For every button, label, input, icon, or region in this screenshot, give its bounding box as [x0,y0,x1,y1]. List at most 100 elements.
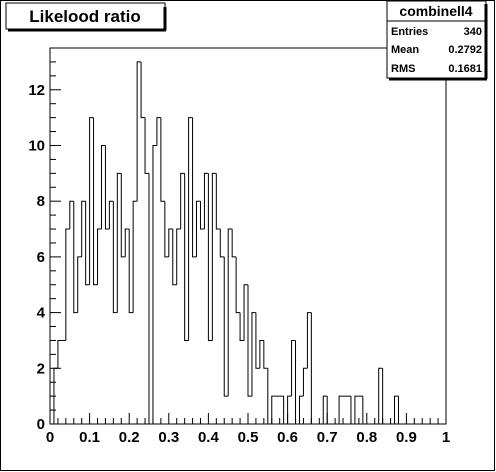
histogram-bin [69,200,74,230]
histogram-bin [397,396,403,425]
y-tick-label: 0 [37,416,45,433]
histogram-bin [215,173,221,230]
histogram-bin [382,368,387,425]
histogram-bin [243,284,248,341]
histogram-bin [136,61,142,202]
stats-value-rms: 0.1681 [448,63,482,75]
histogram-bin [322,395,328,424]
histogram-bin [192,117,197,258]
stats-box: combinell4 Entries 340 Mean 0.2792 RMS 0… [386,0,488,81]
x-tick-label: 0.4 [198,429,220,446]
histogram-bin [57,339,62,369]
y-tick-label: 12 [28,82,45,99]
histogram-bin [306,312,312,369]
histogram-bin [184,173,189,341]
stats-label-rms: RMS [391,63,415,75]
histogram-bin [203,172,209,230]
stats-name: combinell4 [399,3,472,19]
x-tick-label: 0 [46,429,54,446]
histogram-bin [97,228,102,285]
histogram-bin [255,312,260,369]
histogram-bin [156,117,161,146]
histogram-bin [65,228,70,341]
histogram-bin [168,228,173,257]
histogram-bin [259,339,264,369]
histogram-bin [211,172,217,341]
histogram-bin [362,396,367,425]
x-tick-label: 0.8 [356,429,377,446]
stats-label-entries: Entries [391,26,428,38]
y-axis: 0 2 4 6 8 10 12 [28,61,61,433]
chart-title: Likelood ratio [29,7,140,26]
x-tick-label: 0.3 [158,429,179,446]
histogram-bin [263,340,268,369]
histogram-bin [152,144,157,424]
x-tick-label: 0.6 [277,429,298,446]
histogram-bin [77,256,82,313]
stats-label-mean: Mean [391,44,419,56]
histogram-bin [93,117,98,286]
histogram-bin [164,201,169,258]
x-tick-label: 0.1 [79,429,100,446]
x-tick-label: 0.2 [119,429,140,446]
histogram-bin [140,61,146,119]
histogram-bin [132,200,138,313]
histogram-bin [116,172,122,313]
histogram-bin [287,395,292,424]
histogram-bin [207,173,213,341]
histogram-bin [128,229,134,314]
histogram-bin [196,200,201,257]
y-tick-label: 10 [28,137,45,154]
histogram-bin [251,312,256,397]
histogram-bin [160,117,165,202]
histogram-bin [271,395,276,424]
histogram-bin [108,200,114,230]
histogram-bin [223,256,229,397]
histogram-bin [148,173,153,425]
histogram-bin [310,312,316,425]
histogram-bin [239,312,245,341]
histogram-bin [283,396,288,425]
stats-value-mean: 0.2792 [448,44,482,56]
histogram-bin [73,201,78,314]
x-tick-label: 0.7 [317,429,338,446]
histogram-bin [298,395,304,424]
histogram-bin [100,144,106,230]
histogram-bin [112,201,118,314]
x-tick-label: 0.5 [238,429,259,446]
y-tick-label: 4 [37,305,46,322]
histogram-bin [85,201,90,286]
histogram-bin [227,228,233,397]
histogram-bin [89,117,94,285]
histogram-bin [291,339,296,397]
title-box: Likelood ratio [5,2,167,32]
histogram-bin [81,200,86,257]
histogram-bin [338,395,344,424]
histogram-bin [235,256,241,314]
histogram-bin [199,201,205,230]
x-axis: 0 0.1 0.2 0.3 0.4 0.5 0.6 0.7 0.8 0.9 1 [46,413,450,446]
histogram-bin [295,340,300,425]
histogram-bars [50,61,446,425]
histogram-bin [394,395,399,424]
histogram-bin [104,145,110,230]
y-tick-label: 6 [37,249,45,266]
y-tick-label: 8 [37,193,45,210]
y-tick-label: 2 [37,360,45,377]
histogram-bin [53,367,58,424]
histogram-bin [302,367,308,397]
histogram-bin [354,395,359,424]
histogram-bin [188,117,193,341]
x-tick-label: 1 [442,429,450,446]
histogram-bin [176,228,181,285]
histogram-bin [267,368,272,425]
stats-value-entries: 340 [464,26,482,38]
histogram-bin [172,229,177,286]
histogram-bin [180,172,185,230]
histogram-bin [247,284,252,397]
histogram-bin [219,229,225,258]
histogram-bin [124,228,130,257]
histogram-bin [231,229,237,258]
